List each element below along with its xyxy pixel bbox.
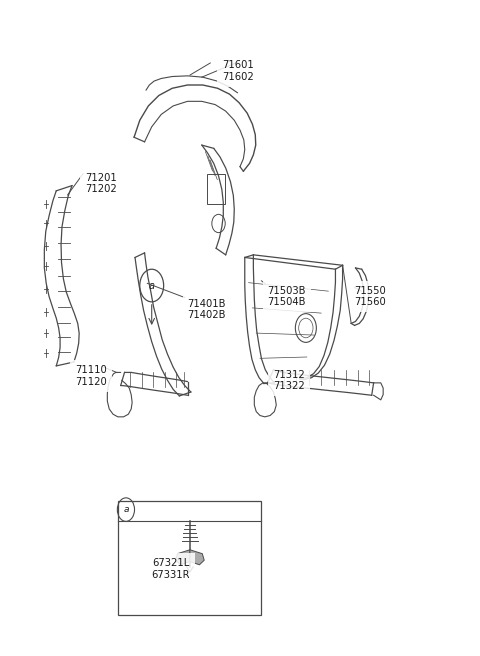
Text: 67321L
67331R: 67321L 67331R bbox=[152, 558, 190, 579]
Polygon shape bbox=[176, 550, 190, 565]
Text: a: a bbox=[149, 281, 155, 291]
Text: 71201
71202: 71201 71202 bbox=[85, 173, 117, 194]
Text: 71312
71322: 71312 71322 bbox=[274, 370, 305, 392]
Polygon shape bbox=[190, 550, 204, 565]
Text: 71401B
71402B: 71401B 71402B bbox=[188, 298, 226, 320]
Text: 71601
71602: 71601 71602 bbox=[222, 60, 253, 82]
FancyBboxPatch shape bbox=[118, 501, 262, 615]
Text: 71550
71560: 71550 71560 bbox=[355, 285, 386, 307]
Text: a: a bbox=[123, 505, 129, 514]
Text: 71503B
71504B: 71503B 71504B bbox=[268, 285, 306, 307]
Text: 71110
71120: 71110 71120 bbox=[75, 365, 107, 387]
